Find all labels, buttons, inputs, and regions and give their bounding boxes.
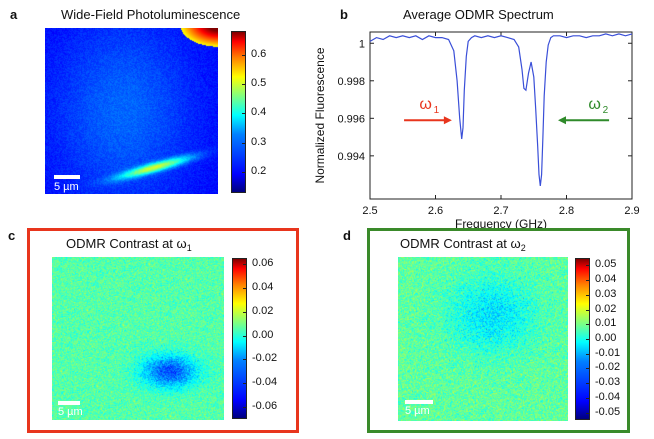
panel-c-frame	[27, 228, 299, 433]
colorbar-tick-label: 0.2	[251, 165, 267, 178]
x-tick-label: 2.9	[624, 205, 639, 217]
colorbar-tick-mark	[243, 311, 247, 313]
colorbar-tick-label: 0.00	[252, 328, 274, 341]
colorbar-tick-label: 0.04	[252, 280, 274, 293]
omega2-label: ω	[588, 96, 601, 113]
odmr-series-line	[369, 33, 633, 186]
contrast-map-omega1	[52, 257, 224, 420]
colorbar-tick-mark	[243, 383, 247, 385]
colorbar-tick-label: 0.01	[595, 317, 617, 330]
colorbar-tick-mark	[586, 368, 590, 370]
panel-c-title-main: ODMR Contrast at ω	[66, 236, 187, 251]
colorbar-tick-mark	[586, 397, 590, 399]
colorbar-tick-label: 0.6	[251, 47, 267, 60]
colorbar-tick-label: 0.3	[251, 135, 267, 148]
odmr-spectrum-chart: 2.5 2.6 2.7 2.8 2.9 0.994 0.996 0.998 1 Frequency…	[313, 31, 640, 231]
y-tick-label: 0.996	[337, 113, 365, 125]
colorbar-tick-mark	[242, 172, 246, 174]
colorbar-tick-label: -0.06	[252, 400, 278, 413]
x-tick-label: 2.7	[493, 205, 508, 217]
panel-a-letter: a	[10, 7, 18, 22]
panel-a-scalebar	[54, 175, 80, 179]
colorbar-tick-label: -0.04	[252, 376, 278, 389]
panel-d-letter: d	[343, 228, 351, 243]
colorbar-tick-label: -0.02	[595, 361, 621, 374]
colorbar-tick-label: 0.02	[252, 304, 274, 317]
colorbar-tick-mark	[586, 265, 590, 267]
omega1-subscript: 1	[434, 105, 440, 116]
y-tick-label: 0.998	[337, 76, 365, 88]
colorbar-tick-label: 0.5	[251, 77, 267, 90]
colorbar-tick-mark	[242, 142, 246, 144]
colorbar-tick-mark	[586, 412, 590, 414]
colorbar-tick-mark	[586, 309, 590, 311]
colorbar-tick-mark	[243, 407, 247, 409]
colorbar-tick-label: 0.05	[595, 258, 617, 271]
colorbar-tick-mark	[586, 280, 590, 282]
colorbar-tick-label: 0.03	[595, 287, 617, 300]
panel-c-colorbar	[232, 258, 247, 419]
colorbar-tick-mark	[243, 287, 247, 289]
x-tick-label: 2.6	[428, 205, 443, 217]
panel-b-letter: b	[340, 7, 348, 22]
panel-d-scalebar-label: 5 µm	[405, 405, 430, 417]
panel-c-title-sub: 1	[186, 243, 192, 253]
colorbar-tick-label: -0.03	[595, 376, 621, 389]
panel-c-letter: c	[8, 228, 16, 243]
colorbar-tick-mark	[243, 335, 247, 337]
colorbar-tick-label: 0.04	[595, 273, 617, 286]
omega2-arrow-head	[557, 116, 566, 125]
colorbar-tick-label: 0.4	[251, 106, 267, 119]
colorbar-tick-mark	[242, 54, 246, 56]
panel-b-title: Average ODMR Spectrum	[403, 7, 554, 22]
colorbar-tick-mark	[243, 359, 247, 361]
panel-a-scalebar-label: 5 µm	[54, 181, 79, 193]
colorbar-tick-mark	[586, 294, 590, 296]
panel-d-title: ODMR Contrast at ω2	[400, 236, 526, 253]
colorbar-tick-mark	[242, 84, 246, 86]
colorbar-tick-label: 0.02	[595, 302, 617, 315]
panel-c-scalebar	[58, 401, 80, 405]
panel-c-title: ODMR Contrast at ω1	[66, 236, 192, 253]
colorbar-tick-mark	[586, 353, 590, 355]
colorbar-tick-mark	[242, 113, 246, 115]
panel-a-title: Wide-Field Photoluminescence	[61, 7, 241, 22]
x-tick-label: 2.5	[362, 205, 377, 217]
colorbar-tick-label: -0.05	[595, 405, 621, 418]
colorbar-tick-mark	[586, 383, 590, 385]
panel-d-scalebar	[405, 400, 433, 404]
omega2-subscript: 2	[603, 105, 609, 116]
photoluminescence-map	[45, 28, 218, 194]
panel-d-title-sub: 2	[520, 243, 526, 253]
colorbar-tick-label: 0.06	[252, 256, 274, 269]
panel-d-frame	[367, 228, 630, 433]
colorbar-tick-mark	[586, 339, 590, 340]
panel-c-scalebar-label: 5 µm	[58, 406, 83, 418]
colorbar-tick-mark	[243, 263, 247, 265]
plot-frame	[369, 31, 633, 200]
contrast-map-omega2	[398, 257, 568, 421]
colorbar-tick-label: -0.04	[595, 390, 621, 403]
colorbar-tick-label: -0.02	[252, 352, 278, 365]
omega1-label: ω	[419, 96, 432, 113]
y-tick-label: 1	[359, 38, 365, 50]
panel-d-title-main: ODMR Contrast at ω	[400, 236, 521, 251]
colorbar-tick-label: 0.00	[595, 332, 617, 344]
y-axis-label: Normalized Fluorescence	[313, 47, 327, 183]
panel-a-colorbar	[231, 31, 246, 193]
colorbar-tick-label: -0.01	[595, 346, 621, 359]
x-tick-label: 2.8	[559, 205, 574, 217]
omega1-arrow-head	[443, 116, 452, 125]
colorbar-tick-mark	[586, 324, 590, 326]
x-axis-label: Frequency (GHz)	[455, 217, 547, 231]
y-tick-label: 0.994	[337, 151, 365, 163]
